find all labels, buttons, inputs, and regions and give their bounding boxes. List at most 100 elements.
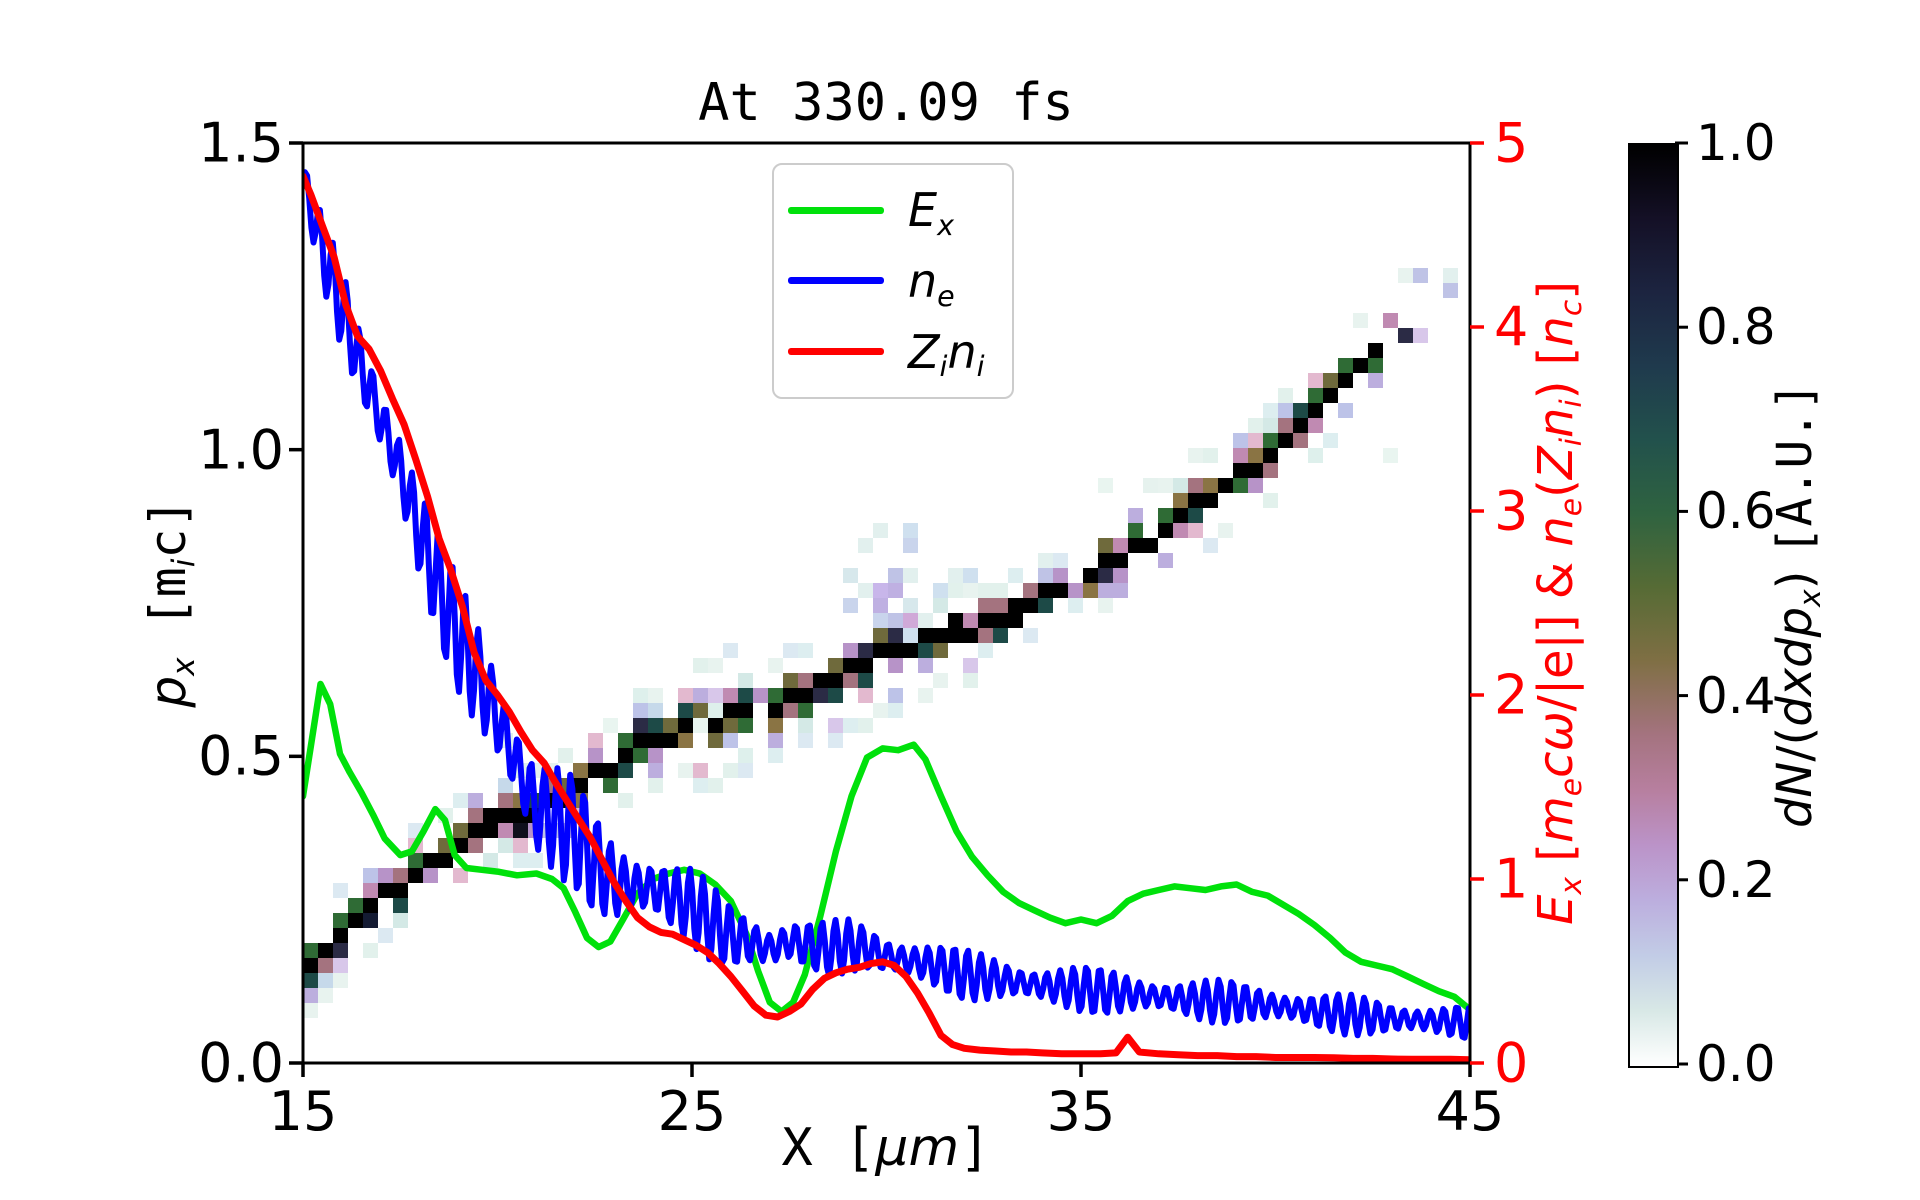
heatmap-core-cell [1128,538,1143,553]
label-segment: Z [908,324,940,379]
heatmap-cell [333,883,348,898]
x-tick-label: 45 [1435,1080,1505,1143]
heatmap-halo-cell [603,718,618,733]
heatmap-halo-cell [903,598,918,613]
label-segment: n [1528,316,1584,347]
x-tick-label: 25 [657,1080,727,1143]
colorbar-tick-label: 0.8 [1696,298,1776,357]
heatmap-halo-cell [873,613,888,628]
label-segment: c] [139,498,197,559]
heatmap-core-cell [1323,388,1338,403]
legend-line-sample [788,277,884,285]
heatmap-halo-cell [633,688,648,703]
heatmap-cell [453,793,468,808]
heatmap-core-cell [1113,553,1128,568]
heatmap-cell [888,628,903,643]
label-segment: x [166,657,203,676]
heatmap-cell [933,598,948,613]
heatmap-core-cell [1218,478,1233,493]
heatmap-cell [708,778,723,793]
heatmap-cell [1248,478,1263,493]
heatmap-cell [738,673,753,688]
heatmap-cell [918,658,933,673]
heatmap-cell [303,943,318,958]
heatmap-cell [393,913,408,928]
heatmap-core-cell [453,838,468,853]
heatmap-cell [873,703,888,718]
heatmap-cell [888,688,903,703]
heatmap-cell [978,598,993,613]
heatmap-cell [1188,523,1203,538]
legend-label: Ex [908,183,954,242]
heatmap-cell [1353,313,1368,328]
heatmap-core-cell [1158,523,1173,538]
heatmap-core-cell [318,943,333,958]
heatmap-halo-cell [888,583,903,598]
heatmap-core-cell [1233,463,1248,478]
heatmap-cell [1128,523,1143,538]
label-segment: ) [ [1528,346,1584,400]
heatmap-cell [828,688,843,703]
heatmap-cell [468,793,483,808]
label-segment: i [1553,437,1589,447]
heatmap-halo-cell [843,598,858,613]
heatmap-cell [708,688,723,703]
heatmap-core-cell [483,823,498,838]
heatmap-cell [768,748,783,763]
heatmap-cell [333,973,348,988]
heatmap-cell [648,778,663,793]
heatmap-core-cell [708,718,723,733]
heatmap-cell [1293,433,1308,448]
heatmap-cell [1203,448,1218,463]
heatmap-core-cell [513,823,528,838]
heatmap-core-cell [1248,463,1263,478]
y-right-tick-label: 0 [1494,1031,1529,1095]
heatmap-cell [1113,583,1128,598]
phase-space-heatmap [303,268,1458,1018]
heatmap-halo-cell [1413,268,1428,283]
y-right-tick-label: 1 [1494,847,1529,911]
heatmap-halo-cell [1098,478,1113,493]
heatmap-core-cell [948,613,963,628]
heatmap-cell [1068,583,1083,598]
label-segment: E [1528,894,1584,925]
label-segment: x [1553,876,1589,895]
colorbar-tick-label: 0.2 [1696,850,1776,909]
heatmap-cell [693,778,708,793]
ex-line [303,680,1470,1015]
label-segment: [m [139,567,197,628]
heatmap-core-cell [1188,493,1203,508]
heatmap-halo-cell [903,538,918,553]
heatmap-core-cell [843,658,858,673]
heatmap-cell [648,688,663,703]
heatmap-cell [1068,598,1083,613]
label-segment: X [ [781,1118,876,1178]
heatmap-cell [738,718,753,733]
label-segment: i [939,350,948,384]
heatmap-cell [1113,568,1128,583]
heatmap-halo-cell [903,568,918,583]
heatmap-halo-cell [873,598,888,613]
heatmap-cell [1173,523,1188,538]
heatmap-core-cell [1308,403,1323,418]
heatmap-cell [1368,373,1383,388]
heatmap-cell [318,958,333,973]
label-segment: ) [1767,555,1823,590]
heatmap-cell [768,718,783,733]
heatmap-cell [843,718,858,733]
heatmap-core-cell [993,613,1008,628]
heatmap-cell [768,733,783,748]
label-segment [139,627,197,657]
heatmap-halo-cell [708,703,723,718]
heatmap-cell [333,943,348,958]
heatmap-cell [1383,313,1398,328]
label-segment: c [1528,751,1584,778]
zini-line [303,172,1470,1063]
heatmap-halo-cell [738,748,753,763]
heatmap-cell [798,673,813,688]
label-segment: /|e|] & [1528,546,1584,712]
heatmap-core-cell [1053,583,1068,598]
heatmap-cell [498,838,513,853]
heatmap-halo-cell [1443,268,1458,283]
heatmap-cell [723,763,738,778]
